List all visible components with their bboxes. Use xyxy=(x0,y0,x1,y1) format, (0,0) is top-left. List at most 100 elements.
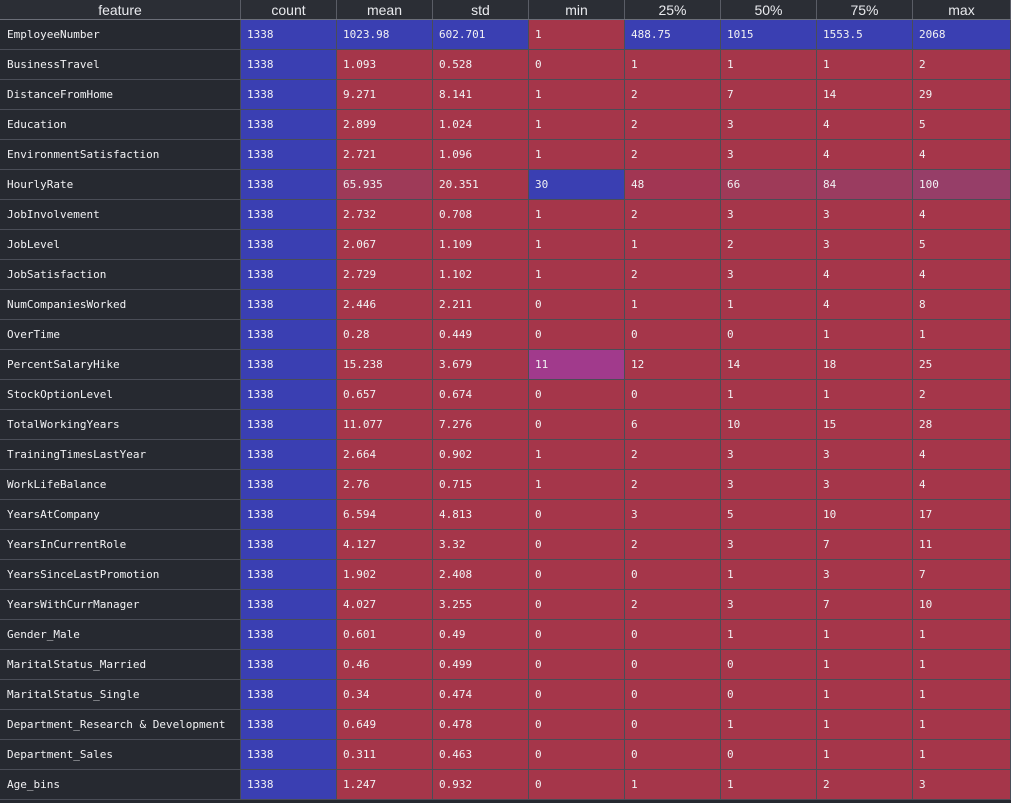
value-cell-std: 1.102 xyxy=(433,260,529,290)
value-cell-std: 0.674 xyxy=(433,380,529,410)
value-cell-max: 1 xyxy=(913,320,1011,350)
value-cell-min: 0 xyxy=(529,380,625,410)
value-cell-25pct: 2 xyxy=(625,80,721,110)
table-row: PercentSalaryHike 1338 15.238 3.679 11 12 14 18… xyxy=(0,350,1011,380)
value-cell-25pct: 0 xyxy=(625,560,721,590)
value-cell-75pct: 1 xyxy=(817,380,913,410)
column-header-count[interactable]: count xyxy=(241,0,337,19)
feature-cell: EnvironmentSatisfaction xyxy=(0,140,241,170)
value-cell-count: 1338 xyxy=(241,230,337,260)
feature-cell: YearsWithCurrManager xyxy=(0,590,241,620)
value-cell-count: 1338 xyxy=(241,200,337,230)
value-cell-mean: 11.077 xyxy=(337,410,433,440)
table-row: OverTime 1338 0.28 0.449 0 0 0 1 1 xyxy=(0,320,1011,350)
value-cell-75pct: 1 xyxy=(817,680,913,710)
value-cell-count: 1338 xyxy=(241,590,337,620)
value-cell-max: 5 xyxy=(913,230,1011,260)
column-header-max[interactable]: max xyxy=(913,0,1011,19)
value-cell-25pct: 488.75 xyxy=(625,20,721,50)
value-cell-min: 0 xyxy=(529,560,625,590)
value-cell-mean: 1.247 xyxy=(337,770,433,800)
value-cell-75pct: 3 xyxy=(817,200,913,230)
column-header-25pct[interactable]: 25% xyxy=(625,0,721,19)
column-header-std[interactable]: std xyxy=(433,0,529,19)
value-cell-75pct: 1 xyxy=(817,710,913,740)
value-cell-75pct: 4 xyxy=(817,260,913,290)
value-cell-25pct: 0 xyxy=(625,320,721,350)
value-cell-mean: 2.732 xyxy=(337,200,433,230)
value-cell-min: 0 xyxy=(529,770,625,800)
value-cell-25pct: 0 xyxy=(625,620,721,650)
feature-cell: YearsAtCompany xyxy=(0,500,241,530)
feature-cell: StockOptionLevel xyxy=(0,380,241,410)
value-cell-min: 0 xyxy=(529,650,625,680)
value-cell-min: 0 xyxy=(529,710,625,740)
value-cell-75pct: 18 xyxy=(817,350,913,380)
value-cell-count: 1338 xyxy=(241,410,337,440)
value-cell-min: 0 xyxy=(529,410,625,440)
column-header-min[interactable]: min xyxy=(529,0,625,19)
value-cell-25pct: 2 xyxy=(625,110,721,140)
value-cell-50pct: 1015 xyxy=(721,20,817,50)
value-cell-25pct: 2 xyxy=(625,470,721,500)
value-cell-50pct: 1 xyxy=(721,290,817,320)
column-header-75pct[interactable]: 75% xyxy=(817,0,913,19)
value-cell-25pct: 2 xyxy=(625,140,721,170)
table-row: Department_Research & Development 1338 0.6… xyxy=(0,710,1011,740)
value-cell-max: 2 xyxy=(913,50,1011,80)
value-cell-count: 1338 xyxy=(241,770,337,800)
value-cell-mean: 1.902 xyxy=(337,560,433,590)
value-cell-min: 11 xyxy=(529,350,625,380)
value-cell-50pct: 3 xyxy=(721,110,817,140)
value-cell-count: 1338 xyxy=(241,290,337,320)
value-cell-std: 0.499 xyxy=(433,650,529,680)
value-cell-mean: 0.657 xyxy=(337,380,433,410)
value-cell-min: 0 xyxy=(529,500,625,530)
value-cell-75pct: 1 xyxy=(817,650,913,680)
value-cell-count: 1338 xyxy=(241,440,337,470)
value-cell-min: 1 xyxy=(529,470,625,500)
value-cell-mean: 2.067 xyxy=(337,230,433,260)
table-row: MaritalStatus_Single 1338 0.34 0.474 0 0 0 1 1 xyxy=(0,680,1011,710)
feature-cell: Department_Sales xyxy=(0,740,241,770)
column-header-50pct[interactable]: 50% xyxy=(721,0,817,19)
value-cell-count: 1338 xyxy=(241,80,337,110)
value-cell-50pct: 1 xyxy=(721,770,817,800)
column-header-feature[interactable]: feature xyxy=(0,0,241,19)
feature-cell: HourlyRate xyxy=(0,170,241,200)
value-cell-max: 4 xyxy=(913,470,1011,500)
value-cell-75pct: 1553.5 xyxy=(817,20,913,50)
value-cell-min: 0 xyxy=(529,680,625,710)
value-cell-max: 1 xyxy=(913,680,1011,710)
value-cell-count: 1338 xyxy=(241,680,337,710)
value-cell-min: 1 xyxy=(529,260,625,290)
value-cell-50pct: 0 xyxy=(721,650,817,680)
table-row: JobSatisfaction 1338 2.729 1.102 1 2 3 4 4 xyxy=(0,260,1011,290)
table-row: TotalWorkingYears 1338 11.077 7.276 0 6 10 15 28 xyxy=(0,410,1011,440)
value-cell-50pct: 3 xyxy=(721,140,817,170)
value-cell-50pct: 5 xyxy=(721,500,817,530)
table-row: MaritalStatus_Married 1338 0.46 0.499 0 0 0 1 1 xyxy=(0,650,1011,680)
value-cell-count: 1338 xyxy=(241,380,337,410)
value-cell-min: 1 xyxy=(529,20,625,50)
value-cell-max: 7 xyxy=(913,560,1011,590)
value-cell-std: 0.474 xyxy=(433,680,529,710)
value-cell-max: 2068 xyxy=(913,20,1011,50)
column-header-mean[interactable]: mean xyxy=(337,0,433,19)
value-cell-std: 602.701 xyxy=(433,20,529,50)
value-cell-min: 1 xyxy=(529,230,625,260)
value-cell-50pct: 2 xyxy=(721,230,817,260)
value-cell-std: 0.463 xyxy=(433,740,529,770)
value-cell-50pct: 1 xyxy=(721,50,817,80)
value-cell-25pct: 1 xyxy=(625,290,721,320)
value-cell-count: 1338 xyxy=(241,560,337,590)
feature-cell: JobSatisfaction xyxy=(0,260,241,290)
value-cell-count: 1338 xyxy=(241,20,337,50)
value-cell-50pct: 0 xyxy=(721,680,817,710)
table-row: NumCompaniesWorked 1338 2.446 2.211 0 1 1 4 8 xyxy=(0,290,1011,320)
value-cell-count: 1338 xyxy=(241,530,337,560)
value-cell-count: 1338 xyxy=(241,110,337,140)
value-cell-std: 2.408 xyxy=(433,560,529,590)
value-cell-mean: 2.899 xyxy=(337,110,433,140)
table-row: DistanceFromHome 1338 9.271 8.141 1 2 7 14 29 xyxy=(0,80,1011,110)
